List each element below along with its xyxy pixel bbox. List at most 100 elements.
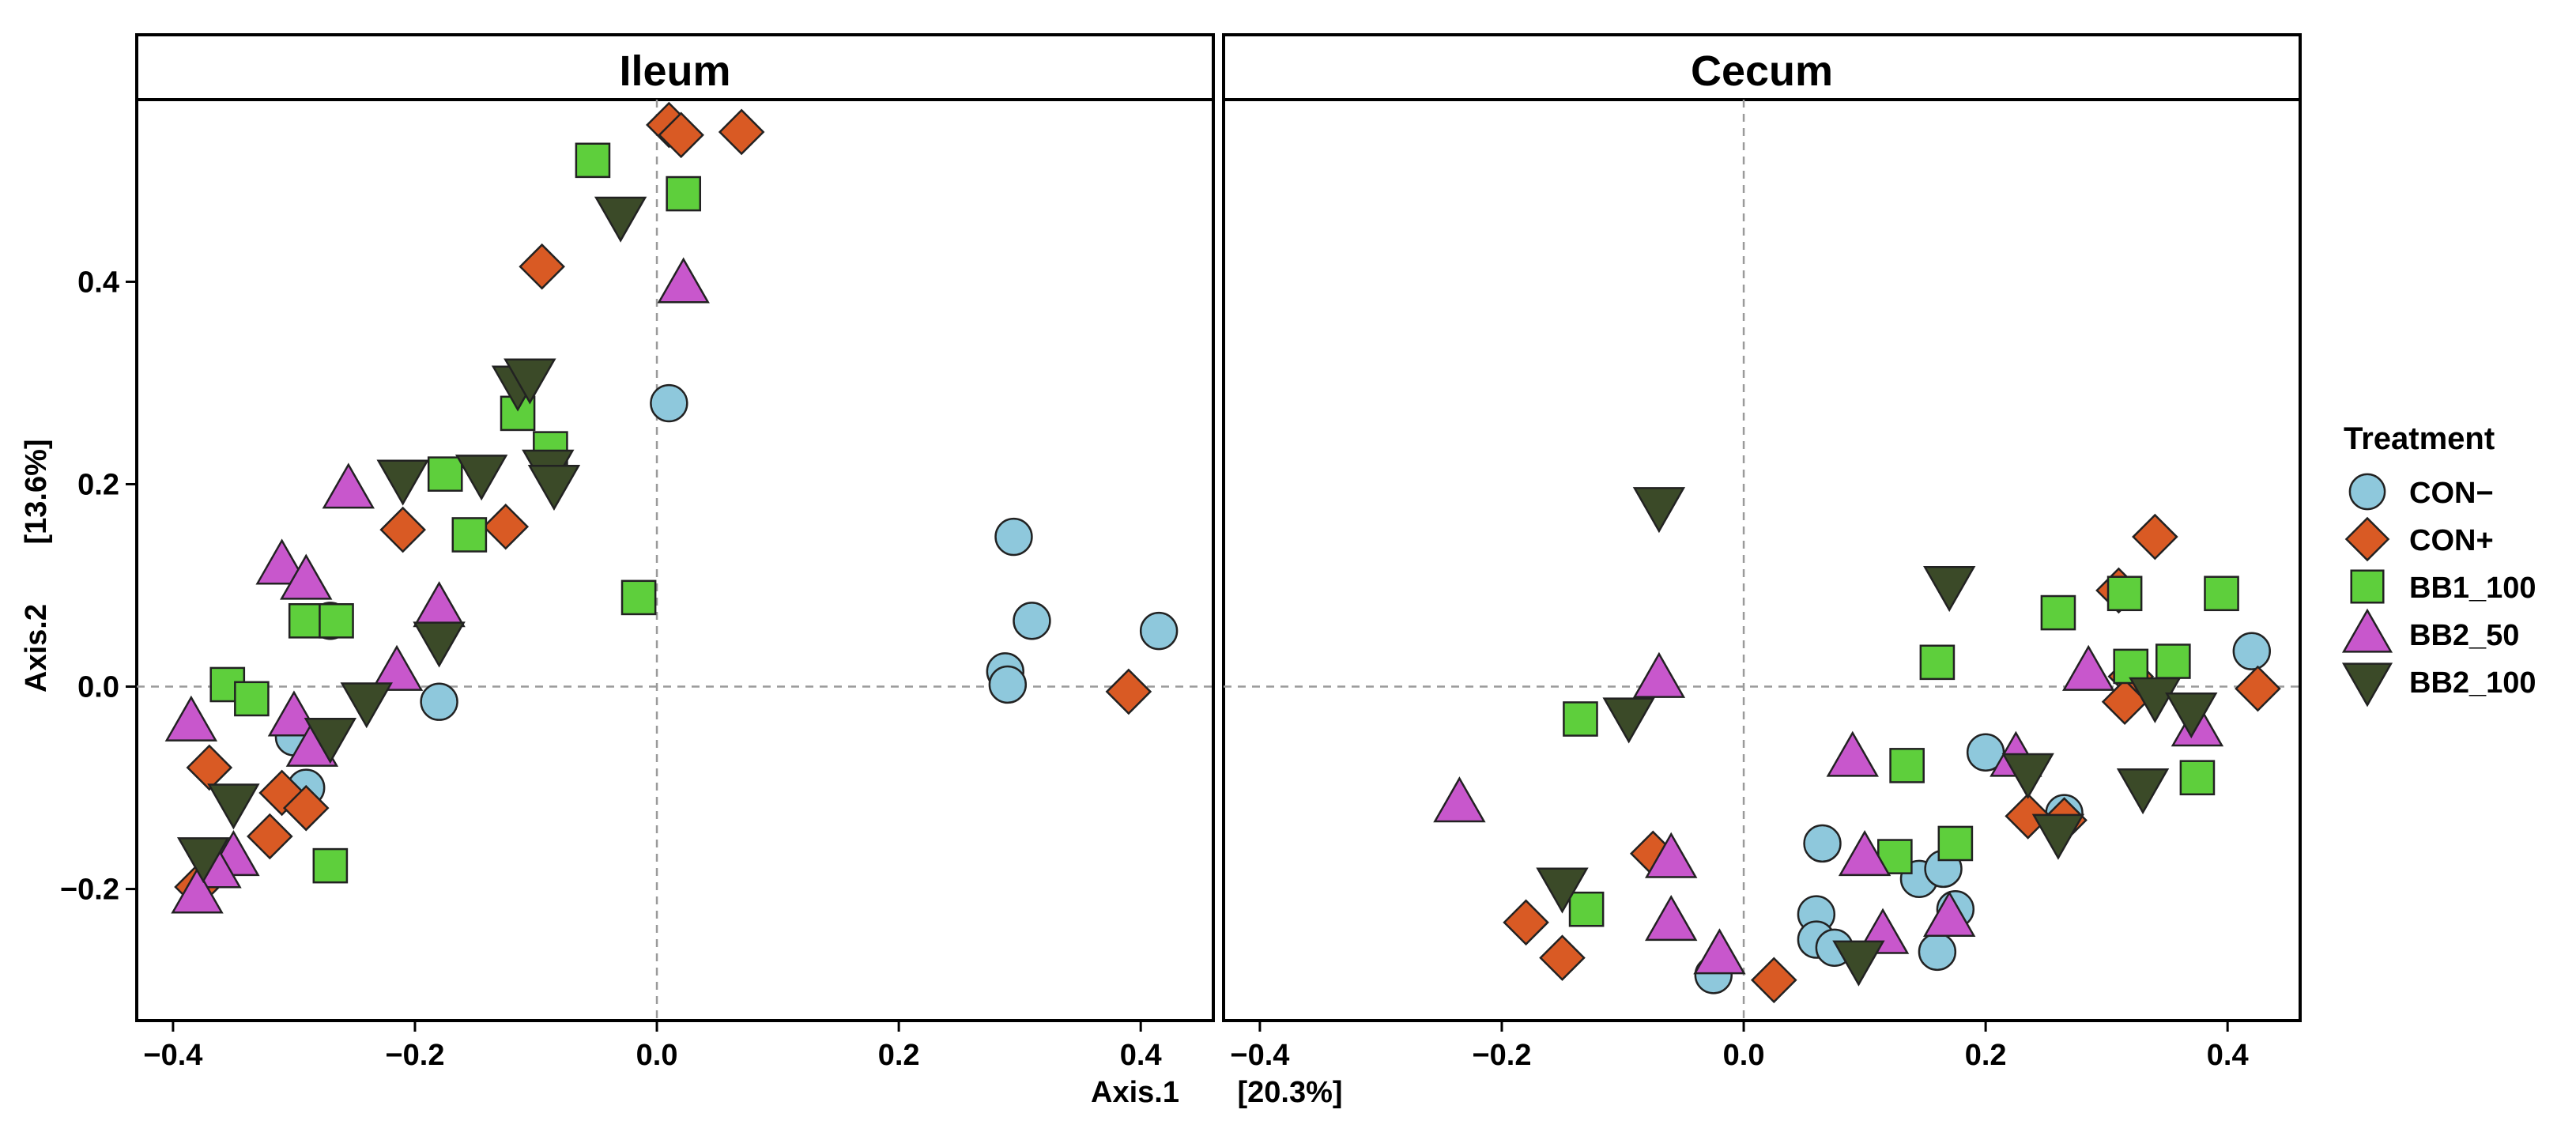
point-bb1-100	[451, 517, 488, 553]
ileum-points	[164, 101, 1179, 914]
x-tick-label: 0.0	[636, 1039, 678, 1072]
point-bb2-50	[1645, 832, 1698, 878]
x-tick-label: 0.0	[1723, 1039, 1765, 1072]
point-con	[2232, 632, 2271, 670]
legend-label-con: CON−	[2409, 477, 2494, 510]
legend-item-con: CON−	[2348, 473, 2494, 511]
point-con	[186, 744, 233, 791]
point-bb2-50	[322, 462, 375, 509]
point-bb2-50	[2061, 644, 2115, 691]
y-tick-label: 0.2	[77, 468, 119, 501]
point-con	[2132, 513, 2178, 560]
point-bb2-100	[176, 837, 230, 884]
point-bb2-50	[1922, 890, 1976, 937]
point-bb2-50	[1632, 651, 1686, 698]
point-con	[658, 111, 704, 159]
x-tick-label: 0.4	[1120, 1039, 1162, 1072]
point-bb2-100	[207, 783, 260, 830]
cecum-x-axis: −0.4 −0.2 0.0 0.2 0.4	[1230, 1021, 2249, 1072]
point-con	[1105, 668, 1152, 715]
point-bb2-100	[1832, 940, 1885, 987]
point-bb2-50	[1838, 830, 1891, 877]
x-tick-label: −0.4	[1230, 1039, 1289, 1072]
point-bb2-50	[255, 538, 308, 585]
point-bb2-100	[1632, 487, 1686, 534]
point-bb1-100	[1877, 839, 1913, 874]
point-con	[718, 108, 765, 156]
point-bb2-100	[340, 682, 393, 729]
point-bb2-50	[1693, 928, 1746, 975]
point-con	[482, 503, 530, 550]
point-bb1-100	[2040, 594, 2076, 631]
point-bb2-50	[1645, 894, 1698, 942]
point-bb2-100	[2116, 768, 2170, 815]
point-bb1-100	[1937, 825, 1974, 862]
point-bb1-100	[288, 603, 324, 639]
point-bb2-100	[1922, 565, 1976, 613]
legend-item-con: CON+	[2344, 516, 2494, 562]
cecum-title: Cecum	[1691, 47, 1833, 95]
x-tick-label: −0.2	[1472, 1039, 1531, 1072]
legend-key-bb1-100	[2350, 569, 2385, 604]
point-con	[1803, 824, 1842, 863]
legend: Treatment CON− CON+ BB1_100 BB2_50 BB2_100	[2341, 421, 2536, 708]
point-bb2-50	[164, 695, 218, 742]
x-tick-label: 0.2	[1965, 1039, 2007, 1072]
ileum-strip	[135, 33, 1215, 101]
point-bb2-100	[1602, 697, 1655, 744]
point-bb1-100	[575, 142, 611, 179]
point-con	[2005, 793, 2051, 840]
cecum-strip	[1222, 33, 2302, 101]
point-con	[1139, 611, 1179, 651]
point-con	[1750, 957, 1797, 1004]
point-con	[420, 682, 458, 721]
x-tick-label: −0.2	[385, 1039, 444, 1072]
point-bb2-50	[370, 644, 424, 691]
x-tick-label: 0.2	[878, 1039, 920, 1072]
legend-key-bb2-50	[2341, 608, 2393, 653]
point-con	[1918, 932, 1957, 972]
legend-item-bb1-100: BB1_100	[2350, 569, 2536, 605]
y-tick-label: 0.4	[77, 266, 119, 299]
ileum-y-axis: −0.2 0.0 0.2 0.4	[60, 266, 137, 907]
legend-key-con	[2348, 473, 2386, 511]
ileum-title: Ileum	[619, 47, 730, 95]
point-con	[1539, 934, 1586, 981]
point-con	[258, 769, 305, 817]
point-bb1-100	[2179, 760, 2216, 796]
point-bb1-100	[1919, 644, 1956, 681]
point-bb2-100	[2129, 677, 2182, 723]
point-con	[379, 506, 426, 553]
point-bb1-100	[1563, 701, 1598, 737]
legend-key-con	[2344, 516, 2390, 562]
point-bb1-100	[620, 579, 657, 616]
legend-item-bb2-50: BB2_50	[2341, 608, 2519, 653]
x-tick-label: −0.4	[143, 1039, 202, 1072]
point-bb1-100	[2155, 643, 2191, 679]
point-bb2-100	[2001, 753, 2054, 799]
point-bb1-100	[312, 847, 349, 884]
point-bb2-100	[1536, 867, 1589, 914]
point-bb1-100	[234, 681, 270, 717]
legend-key-bb2-100	[2341, 662, 2393, 708]
legend-label-bb1-100: BB1_100	[2409, 572, 2536, 605]
cecum-plot-area	[1222, 98, 2302, 1022]
point-bb1-100	[319, 603, 354, 639]
ileum-plot-area	[135, 98, 1215, 1022]
y-axis-percent: [13.6%]	[20, 439, 53, 544]
point-con	[650, 383, 688, 423]
point-con	[1013, 602, 1051, 640]
panel-cecum: Cecum −0.4 −0.2 0.0 0.2 0.4	[1222, 33, 2302, 1072]
point-con	[282, 784, 330, 832]
legend-label-bb2-50: BB2_50	[2409, 619, 2519, 652]
point-con	[994, 517, 1033, 557]
x-axis-percent: [20.3%]	[1237, 1076, 1342, 1109]
point-bb1-100	[666, 175, 702, 212]
point-bb2-100	[2165, 692, 2218, 739]
point-bb2-50	[1826, 730, 1879, 777]
point-bb1-100	[2204, 576, 2239, 612]
point-con	[247, 813, 293, 860]
point-bb2-50	[171, 867, 224, 914]
point-bb2-100	[454, 455, 508, 501]
ileum-x-axis: −0.4 −0.2 0.0 0.2 0.4	[143, 1021, 1162, 1072]
